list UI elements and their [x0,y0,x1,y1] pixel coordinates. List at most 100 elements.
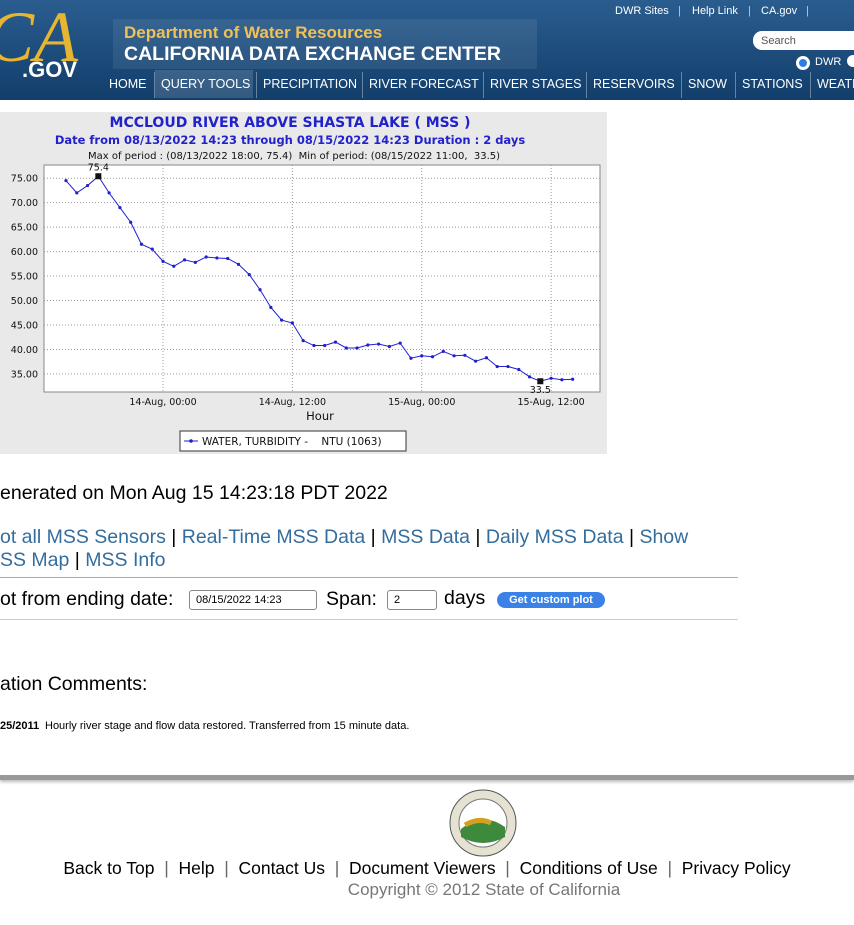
sep: | [325,858,350,878]
footer-link[interactable]: Help [178,858,215,878]
nav-sep [483,72,484,98]
span-unit: days [444,587,486,609]
link[interactable]: Daily MSS Data [485,526,624,548]
footer-link[interactable]: Conditions of Use [519,858,658,878]
nav-item[interactable]: WEATH [817,77,854,91]
sep: | [470,526,486,548]
sep: | [365,526,382,548]
rule [0,577,738,578]
point [366,343,370,347]
custom-plot-button[interactable]: Get custom plot [497,592,605,608]
point [430,355,435,359]
link[interactable]: ot all MSS Sensors [0,526,166,548]
logo-ca[interactable]: CA [0,0,79,77]
radio[interactable] [796,56,810,70]
nav-item[interactable]: HOME [109,77,147,91]
point [333,340,338,344]
x-tick-label: 14-Aug, 00:00 [129,397,196,408]
sep: | [495,858,520,878]
point [527,375,532,379]
y-tick-label: 55.00 [11,272,38,283]
nav-item[interactable]: RIVER STAGES [490,77,582,91]
legend-dot [189,439,193,443]
point [139,242,144,246]
link[interactable]: MSS Data [381,526,471,548]
point [398,341,402,345]
sep: | [165,526,182,548]
span-label: Span: [326,588,377,610]
y-tick-label: 60.00 [11,247,38,258]
point [517,367,521,372]
annotation: 33.5 [530,385,551,396]
sep: | [657,858,682,878]
link[interactable]: MSS Info [85,549,166,571]
nav-sep [256,72,257,98]
top-link[interactable]: Help Link [692,5,738,17]
links: ot all MSS Sensors | Real-Time MSS Data … [0,526,740,576]
footer-link[interactable]: Privacy Policy [681,858,791,878]
header: DWR Sites | Help Link | CA.gov | Search … [0,0,854,100]
nav-sep [681,72,682,98]
footer-link[interactable]: Document Viewers [349,858,496,878]
y-tick-label: 50.00 [11,296,38,307]
plot-area [43,164,601,393]
nav-item[interactable]: RIVER FORECAST [369,77,479,91]
nav-sep [735,72,736,98]
chart-subtitle: Date from 08/13/2022 14:23 through 08/15… [55,133,526,147]
point [182,258,187,262]
point [420,354,424,358]
nav-item[interactable]: PRECIPITATION [263,77,357,91]
state-seal [449,789,517,857]
footer-rule [0,775,854,780]
link[interactable]: SS Map [0,549,70,571]
point [172,264,176,268]
nav-sep [362,72,363,98]
sep: | [623,526,640,548]
logo-gov[interactable]: .GOV [22,57,78,82]
top-link[interactable]: CA.gov [761,5,798,17]
link-row: ot all MSS Sensors | Real-Time MSS Data … [0,526,688,549]
copyright: Copyright © 2012 State of California [347,880,621,899]
point [161,259,165,263]
point [409,356,413,360]
point [258,288,262,292]
top-link[interactable]: DWR Sites [615,5,669,17]
point [355,346,359,350]
nav-item[interactable]: RESERVOIRS [593,77,675,91]
span-input[interactable]: 2 [387,590,437,610]
nav-item[interactable]: QUERY TOOLS [161,77,251,91]
comments-title: ation Comments: [0,673,148,695]
point [560,378,564,382]
comment-text: Hourly river stage and flow data restore… [45,720,410,732]
y-tick-label: 35.00 [11,369,38,380]
footer-link[interactable]: Contact Us [238,858,326,878]
point [85,183,90,188]
point [387,344,391,349]
link[interactable]: Show [639,526,689,548]
radio[interactable] [847,55,854,67]
point [571,377,575,381]
period-info: Max of period : (08/13/2022 18:00, 75.4)… [88,151,500,162]
x-tick-label: 15-Aug, 00:00 [388,397,455,408]
y-tick-label: 65.00 [11,223,38,234]
footer-link[interactable]: Back to Top [63,858,155,878]
point [118,205,122,210]
point [150,247,154,251]
search-box[interactable]: Search [753,31,854,50]
y-tick-label: 75.00 [11,174,38,185]
nav-item[interactable]: STATIONS [742,77,803,91]
legend-label: WATER, TURBIDITY - NTU (1063) [202,436,382,448]
point [484,356,489,360]
point [215,256,219,260]
form-label: ot from ending date: [0,588,174,610]
point [193,260,197,264]
nav-sep [586,72,587,98]
nav-item[interactable]: SNOW [688,77,727,91]
link[interactable]: Real-Time MSS Data [181,526,366,548]
sep: | [748,5,751,17]
point [506,364,510,369]
point [204,255,208,259]
annotation: 75.4 [88,162,109,173]
date-input[interactable]: 08/15/2022 14:23 [189,590,317,610]
